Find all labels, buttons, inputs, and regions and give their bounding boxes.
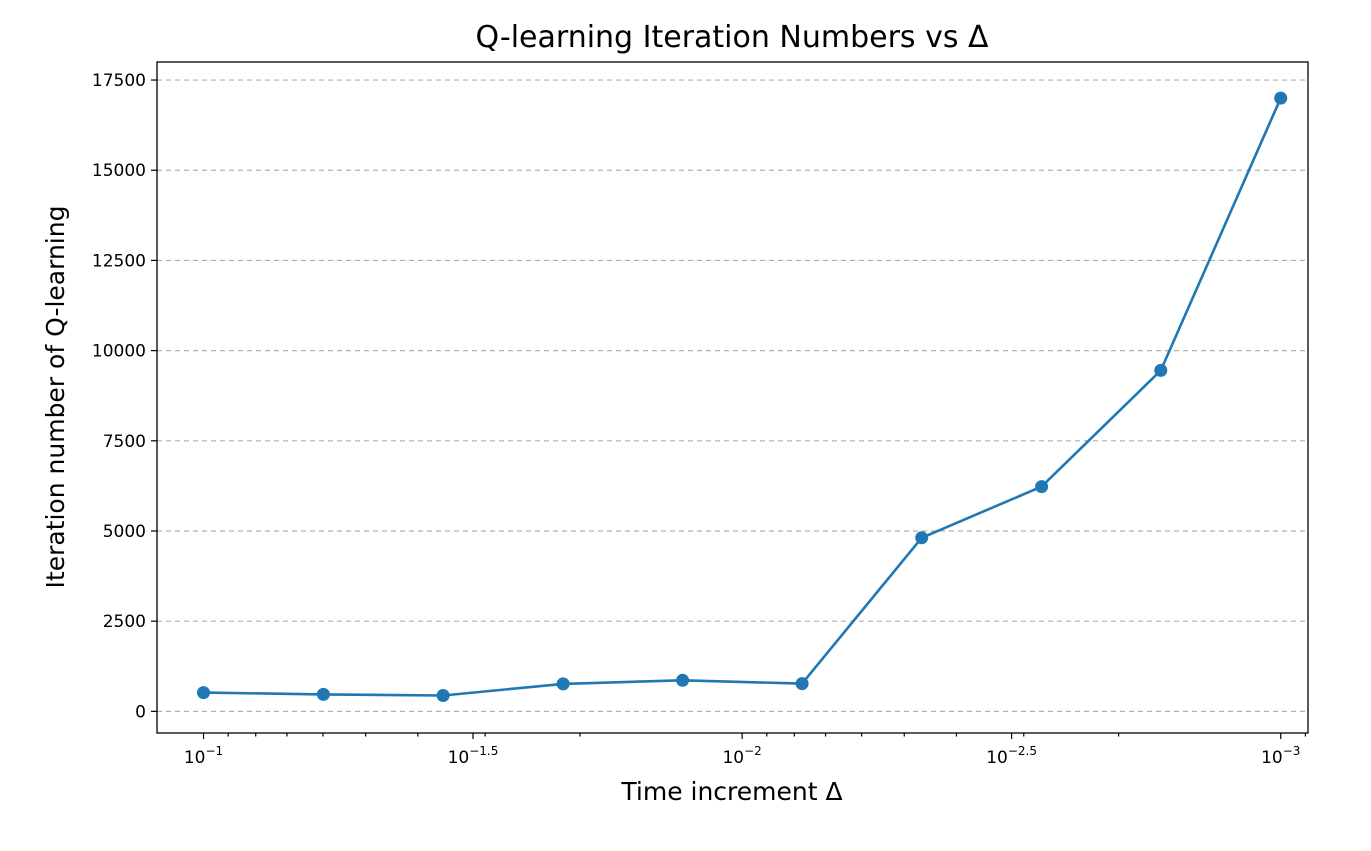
y-tick-label: 5000 bbox=[103, 522, 146, 542]
x-tick-label: 10−2 bbox=[722, 744, 761, 768]
data-point bbox=[1035, 480, 1049, 494]
data-point bbox=[316, 687, 330, 701]
x-tick-label: 10−1 bbox=[184, 744, 223, 768]
data-point bbox=[795, 677, 809, 691]
y-tick-label: 12500 bbox=[92, 251, 146, 271]
y-tick-label: 2500 bbox=[103, 612, 146, 632]
x-axis-label: Time increment Δ bbox=[620, 777, 842, 806]
x-tick-label: 10−3 bbox=[1261, 744, 1300, 768]
y-axis-label: Iteration number of Q-learning bbox=[41, 206, 70, 589]
data-point bbox=[1154, 363, 1168, 377]
data-point bbox=[676, 673, 690, 687]
y-tick-label: 0 bbox=[135, 702, 146, 722]
plot-frame bbox=[156, 61, 1309, 734]
grid-lines bbox=[157, 79, 1308, 712]
data-point bbox=[1274, 91, 1288, 105]
y-tick-label: 7500 bbox=[103, 432, 146, 452]
data-point bbox=[197, 686, 210, 700]
y-tick-label: 17500 bbox=[92, 71, 146, 91]
x-tick-label: 10−2.5 bbox=[986, 744, 1037, 768]
x-tick-label: 10−1.5 bbox=[448, 744, 499, 768]
data-point bbox=[436, 689, 450, 702]
series-layer bbox=[197, 91, 1288, 702]
y-tick-label: 10000 bbox=[92, 342, 146, 362]
y-tick-label: 15000 bbox=[92, 161, 146, 181]
x-axis-ticks: 10−1 10−1.5 10−2 10−2.5 10−3 bbox=[184, 733, 1306, 768]
series-line bbox=[203, 97, 1282, 697]
data-point bbox=[556, 677, 570, 691]
y-axis-ticks: 0 2500 5000 7500 10000 12500 15000 17500 bbox=[92, 71, 157, 722]
data-point bbox=[915, 531, 929, 545]
chart-title: Q-learning Iteration Numbers vs Δ bbox=[475, 20, 989, 55]
